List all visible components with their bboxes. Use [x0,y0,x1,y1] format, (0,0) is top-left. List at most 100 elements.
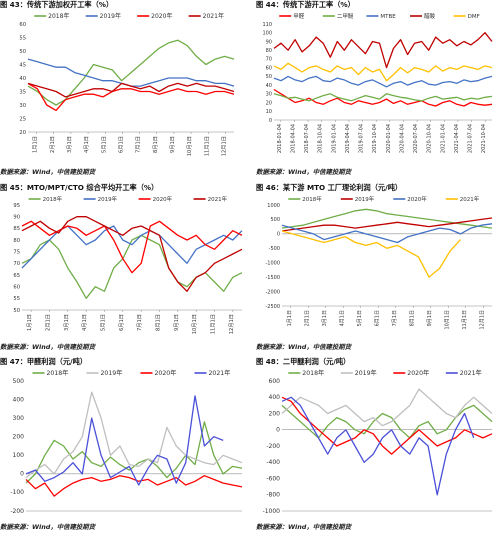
y-tick-label: 45 [19,62,26,68]
y-tick-label: 0 [20,471,24,478]
figure-title: 图 47：甲醛利润（元/吨） [0,357,88,366]
x-tick-label: 11月1日 [210,314,217,334]
y-tick-label: 50 [13,308,20,314]
x-tick-label: 8月1日 [409,310,415,326]
x-tick-label: 4月1日 [83,136,90,153]
legend-label: 二甲醚 [337,12,354,20]
series-line [27,39,235,106]
y-tick-label: 55 [13,296,20,302]
y-tick-label: -100 [10,489,24,496]
x-tick-label: 10月1日 [444,310,450,330]
x-tick-label: 7月1日 [136,314,143,331]
x-tick-label: 2018-07-04 [304,124,310,153]
series-line [281,217,493,232]
x-tick-label: 12月1日 [228,314,235,334]
x-tick-label: 5月1日 [100,136,107,153]
legend-label: 醋酸 [424,12,436,20]
y-tick-label: 100 [13,452,25,459]
y-tick-label: 70 [266,57,272,63]
y-tick-label: -2000 [265,289,280,295]
y-tick-label: 0 [276,427,280,434]
y-tick-label: -200 [10,508,24,515]
x-tick-label: 11月1日 [203,136,210,156]
series-line [21,216,243,292]
y-tick-label: 60 [266,65,272,71]
series-line [21,220,243,274]
y-tick-label: -2500 [265,304,280,310]
x-tick-label: 4月1日 [339,310,345,326]
series-line [281,230,461,278]
figure-source: 数据来源：Wind，中信建投期货 [0,343,96,351]
legend-label: 2021年 [208,369,230,377]
figure-source: 数据来源：Wind，中信建投期货 [0,523,96,531]
legend-label: 2021年 [460,369,482,377]
legend-label: 2020年 [154,369,176,377]
legend-label: 2019年 [98,195,118,203]
x-tick-label: 2月1日 [49,136,56,153]
legend-label: 2018年 [46,369,68,377]
legend-label: 2020年 [407,369,429,377]
chart-figure-45: 2018年 2019年 2020年 2021年 50 55 60 65 70 75 80 85 90 95… [13,195,243,334]
y-tick-label: -500 [269,246,280,252]
y-tick-label: 25 [19,116,26,122]
figure-44: 图 44：传统下游开工率（%） 甲醛 二甲醚 MTBE 醋酸 DMF 0 10 20 30 40 5… [256,0,500,180]
x-tick-label: 9月1日 [169,136,176,153]
legend-label: 2020年 [407,195,427,203]
x-tick-label: 7月1日 [135,136,142,153]
legend-label: 2021年 [203,12,224,20]
x-tick-label: 2020-10-04 [427,124,433,153]
figure-source: 数据来源：Wind，中信建投期货 [256,168,352,176]
figure-title: 图 43：传统下游加权开工率（%） [0,0,114,9]
x-tick-label: 11月1日 [462,310,468,330]
y-tick-label: -200 [266,443,280,450]
chart-figure-43: 2018年 2019年 2020年 2021年 20 25 30 35 40 45 50 55 60 1月… [19,12,235,156]
y-tick-label: 500 [13,378,25,385]
x-tick-label: 3月1日 [322,310,328,326]
x-tick-label: 2月1日 [304,310,310,326]
y-tick-label: -400 [266,459,280,466]
x-tick-label: 2月1日 [45,314,52,331]
y-tick-label: 10 [266,109,272,115]
x-tick-label: 2021-07-04 [468,124,474,153]
y-tick-label: 55 [19,35,26,41]
y-tick-label: 80 [266,48,272,54]
legend-label: MTBE [380,14,396,20]
figure-48: 图 48：二甲醚利润（元/吨） 2018年 2019年 2020年 2021年 -100… [256,357,500,533]
x-tick-label: 10月1日 [191,314,198,334]
y-tick-label: 30 [19,103,26,109]
y-tick-label: 80 [13,238,20,244]
y-tick-label: 30 [266,92,272,98]
y-tick-label: 600 [269,378,281,385]
series-line [281,208,493,229]
figure-43: 图 43：传统下游加权开工率（%） 2018年 2019年 2020年 2021年 20… [0,0,250,180]
series-line [281,223,493,244]
series-line [273,75,493,88]
y-tick-label: 0 [269,118,272,124]
x-tick-label: 2018-01-04 [277,124,283,153]
y-tick-label: 95 [13,203,20,209]
x-tick-label: 3月1日 [63,314,70,331]
y-tick-label: 400 [269,394,281,401]
x-tick-label: 2020-01-04 [386,124,392,153]
x-tick-label: 2019-10-04 [372,124,378,153]
x-tick-label: 8月1日 [152,136,159,153]
y-tick-label: 20 [19,130,26,136]
y-tick-label: 90 [266,39,272,45]
x-tick-label: 1月1日 [32,136,39,153]
y-tick-label: 500 [270,217,280,223]
legend-label: 2018年 [302,369,324,377]
x-tick-label: 9月1日 [427,310,433,326]
x-tick-label: 4月1日 [81,314,88,331]
legend-label: 2019年 [100,369,122,377]
series-line [281,388,493,427]
legend-label: 2019年 [355,369,377,377]
x-tick-label: 6月1日 [374,310,380,326]
figure-title: 图 44：传统下游开工率（%） [256,0,355,9]
y-tick-label: 90 [13,214,20,220]
x-tick-label: 12月1日 [479,310,485,330]
y-tick-label: 50 [266,74,272,80]
chart-figure-47: 2018年 2019年 2020年 2021年 -200 -100 0 100 200 300 40… [10,369,243,515]
legend-label: 2021年 [460,195,480,203]
y-tick-label: 50 [19,49,26,55]
series-line [25,475,243,497]
